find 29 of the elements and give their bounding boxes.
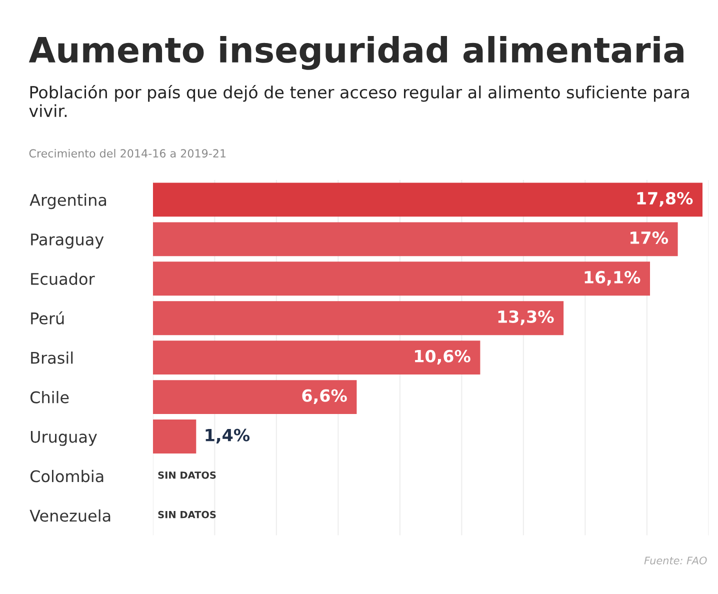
bar (152, 420, 196, 454)
data-label: 10,6% (414, 350, 470, 365)
y-tick-label: Paraguay (31, 234, 104, 249)
bar (152, 222, 678, 256)
y-tick-label: Perú (31, 311, 64, 324)
data-label: 17% (630, 231, 668, 244)
y-tick-label: Brasil (31, 352, 73, 364)
y-tick-label: Argentina (30, 194, 106, 210)
bar (152, 262, 650, 296)
bar (152, 301, 564, 336)
bar (152, 340, 480, 375)
chart-subtitle: Población por país que dejó de tener acceso regular al alimento suficiente para vivir. (29, 84, 689, 117)
bar (152, 380, 357, 414)
data-label: 1,4% (206, 428, 250, 444)
y-tick-label: Colombia (30, 470, 104, 482)
bar (152, 182, 702, 217)
chart-title: Aumento inseguridad alimentaria (28, 36, 684, 70)
y-tick-label: Ecuador (31, 272, 95, 285)
source-note: Fuente: FAO (644, 556, 707, 564)
y-tick-label: Chile (30, 390, 69, 404)
text: Crecimiento del 2014-16 a 2019-21 (29, 148, 226, 158)
data-label: 6,6% (302, 389, 347, 404)
data-label: 13,3% (498, 310, 554, 326)
data-label: 17,8% (637, 192, 693, 207)
text: SIN DATOS (158, 510, 216, 518)
y-tick-label: Venezuela (30, 509, 110, 522)
data-label: 16,1% (584, 270, 640, 286)
text: SIN DATOS (158, 471, 216, 479)
y-tick-label: Uruguay (30, 430, 97, 446)
